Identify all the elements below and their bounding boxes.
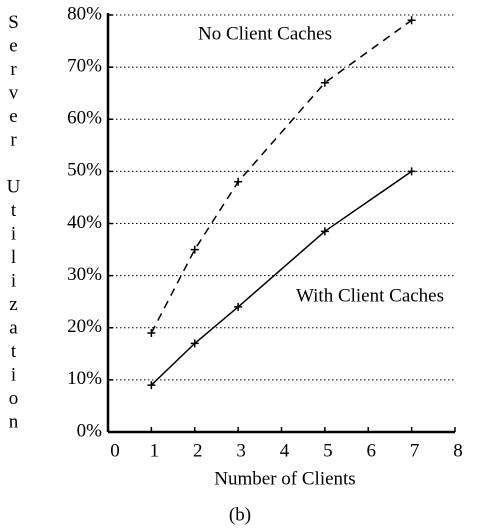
marker [147, 381, 156, 390]
y-tick-label: 50% [67, 160, 102, 181]
marker [190, 339, 199, 348]
marker [234, 302, 243, 311]
y-tick-label: 80% [67, 3, 102, 24]
x-tick-label: 3 [236, 440, 246, 461]
y-tick-label: 0% [77, 420, 103, 441]
marker [190, 245, 199, 254]
x-tick-label: 1 [150, 440, 160, 461]
y-tick-label: 10% [67, 368, 102, 389]
x-tick-label: 7 [410, 440, 420, 461]
series-label: With Client Caches [296, 285, 444, 306]
x-axis-label: Number of Clients [214, 468, 355, 489]
y-tick-label: 60% [67, 108, 102, 129]
marker [407, 16, 416, 25]
x-tick-label: 2 [193, 440, 203, 461]
x-tick-label: 5 [323, 440, 333, 461]
y-tick-label: 70% [67, 55, 102, 76]
y-tick-label: 40% [67, 212, 102, 233]
series-label: No Client Caches [198, 23, 332, 44]
marker [147, 328, 156, 337]
marker [320, 78, 329, 87]
x-tick-label: 6 [367, 440, 377, 461]
marker [407, 167, 416, 176]
y-axis-label: Server Utilization [3, 12, 24, 435]
x-tick-label: 8 [453, 440, 463, 461]
y-tick-label: 30% [67, 264, 102, 285]
series-line [150, 170, 413, 386]
marker [234, 177, 243, 186]
x-tick-label: 0 [110, 440, 120, 461]
caption: (b) [229, 504, 251, 525]
marker [320, 227, 329, 236]
y-tick-label: 20% [67, 316, 102, 337]
x-tick-label: 4 [280, 440, 290, 461]
